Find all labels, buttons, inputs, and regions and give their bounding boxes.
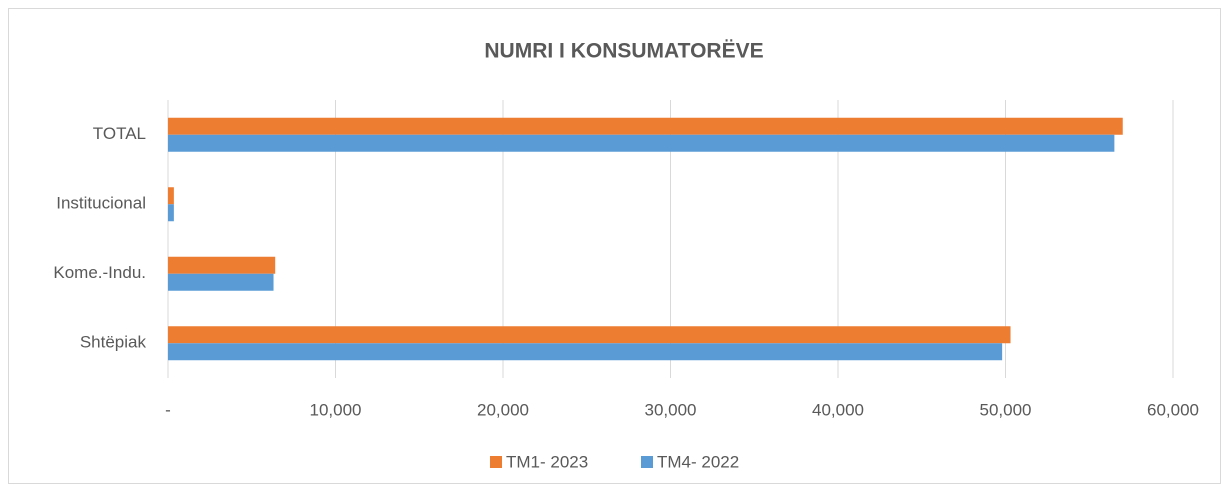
- x-tick-label: -: [165, 400, 171, 419]
- x-tick-label: 40,000: [812, 400, 864, 419]
- x-tick-label: 30,000: [645, 400, 697, 419]
- x-tick-label: 10,000: [310, 400, 362, 419]
- x-tick-label: 60,000: [1147, 400, 1199, 419]
- bar: [168, 256, 276, 274]
- y-tick-label: Kome.-Indu.: [53, 263, 146, 282]
- legend-swatch: [490, 456, 502, 468]
- bar: [168, 273, 274, 291]
- bar: [168, 343, 1003, 361]
- bar: [168, 117, 1123, 135]
- bar: [168, 187, 174, 205]
- y-tick-label: Shtëpiak: [80, 333, 147, 352]
- bar: [168, 134, 1115, 152]
- y-tick-label: Institucional: [56, 194, 146, 213]
- legend-swatch: [641, 456, 653, 468]
- bar: [168, 204, 174, 222]
- chart-border: [8, 8, 1221, 484]
- x-tick-label: 20,000: [477, 400, 529, 419]
- chart-title: NUMRI I KONSUMATORËVE: [484, 40, 763, 63]
- legend-label: TM1- 2023: [506, 452, 588, 471]
- bar: [168, 326, 1011, 344]
- y-tick-label: TOTAL: [93, 124, 146, 143]
- x-tick-label: 50,000: [980, 400, 1032, 419]
- legend-label: TM4- 2022: [657, 452, 739, 471]
